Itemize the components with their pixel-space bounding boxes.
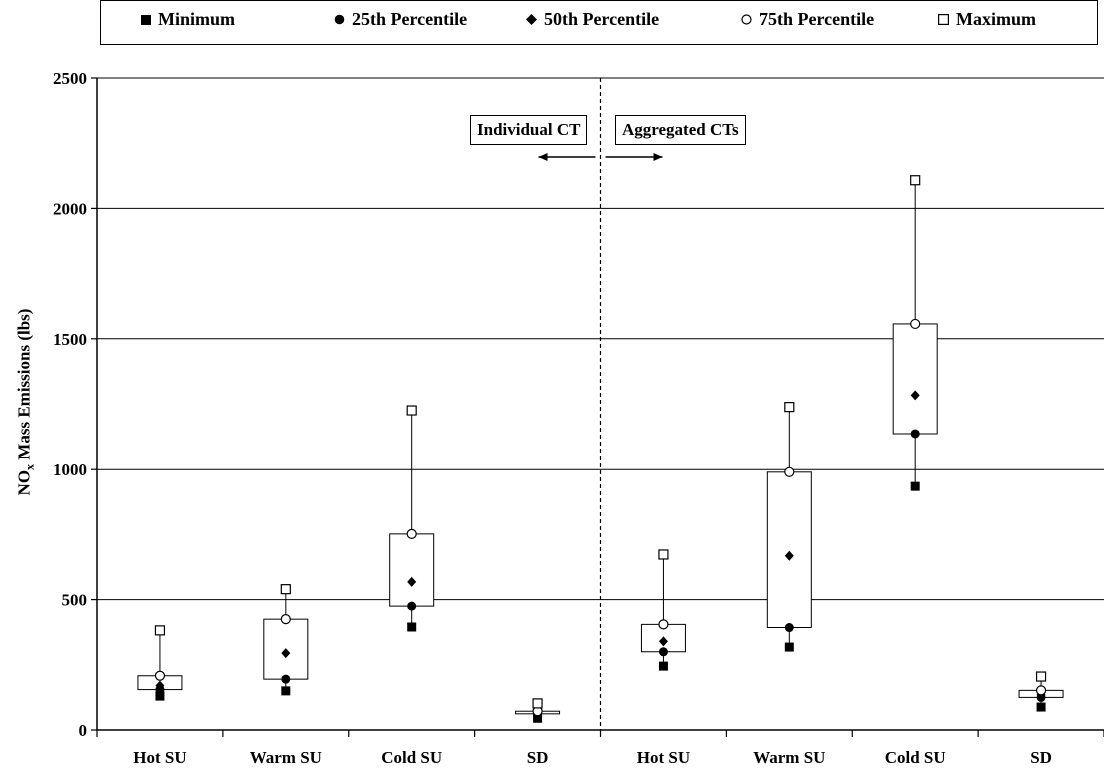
x-tick-label: SD [1030,748,1052,767]
y-tick-label: 1000 [53,460,87,479]
p50-marker [658,636,668,647]
x-tick-label: Warm SU [753,748,825,767]
iqr-box [766,471,812,629]
p25-marker [281,674,291,684]
right-arrow-head [653,153,663,161]
p25-marker [407,601,417,611]
maximum-marker [784,402,795,413]
legend-label: 75th Percentile [759,9,875,29]
p25-marker [910,429,920,439]
p75-marker [406,528,417,539]
maximum-marker [658,549,669,560]
filled-circle-icon [334,14,345,25]
filled-square-icon [141,14,151,25]
p75-marker [658,619,669,630]
p25-marker [784,623,794,633]
p75-marker [910,318,921,330]
maximum-marker [406,405,417,416]
y-tick-label: 2500 [53,69,87,88]
minimum-marker [910,481,920,491]
maximum-marker [1035,671,1047,682]
legend-label: Maximum [956,9,1036,29]
y-tick-label: 1500 [53,330,87,349]
left-arrow-head [538,153,548,161]
legend-item-25th-percentile: 25th Percentile [334,9,467,30]
legend-label: 25th Percentile [352,9,468,29]
x-tick-label: Cold SU [381,748,442,767]
iqr-box [389,533,435,607]
y-tick-label: 0 [79,721,88,740]
legend: Minimum 25th Percentile 50th Percentile … [100,0,1098,45]
minimum-marker [658,661,668,671]
legend-item-minimum: Minimum [141,9,235,30]
p50-marker [910,390,920,401]
p50-marker [784,550,794,561]
minimum-marker [1036,702,1046,712]
y-axis-label: NOx Mass Emissions (lbs) [14,308,37,496]
x-tick-label: Hot SU [637,748,690,767]
legend-item-50th-percentile: 50th Percentile [526,9,659,30]
p25-marker [658,647,668,657]
x-tick-label: SD [527,748,549,767]
iqr-box [892,323,938,435]
maximum-marker [532,698,543,709]
minimum-marker [155,691,165,701]
p50-marker [281,648,291,659]
individual-ct-label: Individual CT [470,115,588,145]
minimum-marker [407,622,417,632]
p50-marker [155,680,165,691]
minimum-marker [784,642,794,652]
maximum-marker [154,625,166,636]
p75-marker [784,466,795,477]
p75-marker [1035,685,1047,696]
x-tick-label: Cold SU [885,748,946,767]
open-circle-icon [741,14,752,25]
x-tick-label: Warm SU [250,748,322,767]
legend-item-75th-percentile: 75th Percentile [741,9,874,30]
p50-marker [407,576,417,587]
legend-item-maximum: Maximum [938,9,1036,30]
y-tick-label: 2000 [53,199,87,218]
p75-marker [280,614,291,625]
legend-label: Minimum [158,9,236,29]
minimum-marker [281,686,291,696]
maximum-marker [280,584,291,595]
x-tick-label: Hot SU [133,748,186,767]
aggregated-cts-label: Aggregated CTs [615,115,746,145]
legend-label: 50th Percentile [544,9,660,29]
maximum-marker [910,175,921,186]
p75-marker [154,670,166,681]
y-tick-label: 500 [62,591,88,610]
open-square-icon [938,14,949,25]
filled-diamond-icon [526,14,537,25]
